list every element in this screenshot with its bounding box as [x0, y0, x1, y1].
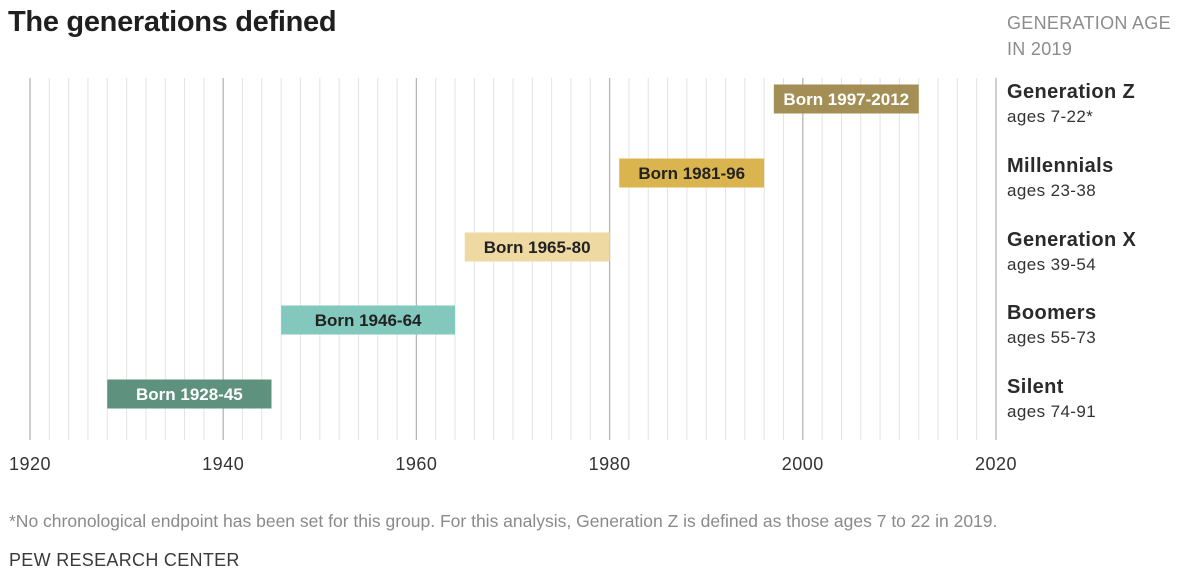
bar-label: Born 1946-64	[315, 311, 422, 330]
generation-name: Boomers	[1007, 302, 1097, 324]
generation-ages: ages 39-54	[1007, 255, 1096, 274]
generation-name: Generation Z	[1007, 81, 1135, 103]
generation-name: Silent	[1007, 376, 1064, 398]
chart-title: The generations defined	[8, 6, 337, 38]
x-tick-label: 2000	[782, 454, 824, 474]
bar-boomers	[281, 305, 456, 335]
generation-ages: ages 55-73	[1007, 328, 1096, 347]
bar-label: Born 1965-80	[484, 238, 591, 257]
generation-ages: ages 74-91	[1007, 402, 1096, 421]
generation-ages: ages 7-22*	[1007, 107, 1093, 126]
bar-label: Born 1928-45	[136, 385, 243, 404]
generations-chart: 1920 1940 1960 1980 2000 2020 Born 1997-2012 Ge…	[9, 78, 1137, 474]
footnote: *No chronological endpoint has been set …	[9, 511, 998, 531]
bar-generation-z	[773, 84, 919, 114]
x-tick-label: 2020	[975, 454, 1017, 474]
bar-label: Born 1997-2012	[783, 90, 909, 109]
age-column-heading: GENERATION AGE IN 2019	[1007, 13, 1171, 59]
bar-generation-x	[464, 232, 610, 262]
generation-name: Millennials	[1007, 155, 1114, 177]
x-tick-label: 1960	[395, 454, 437, 474]
bar-silent	[107, 379, 272, 409]
x-tick-label: 1940	[202, 454, 244, 474]
x-tick-label: 1980	[589, 454, 631, 474]
x-tick-label: 1920	[9, 454, 51, 474]
bar-label: Born 1981-96	[638, 164, 745, 183]
generation-name: Generation X	[1007, 229, 1137, 251]
generation-ages: ages 23-38	[1007, 181, 1096, 200]
bar-millennials	[619, 158, 765, 188]
source-credit: PEW RESEARCH CENTER	[9, 550, 240, 570]
